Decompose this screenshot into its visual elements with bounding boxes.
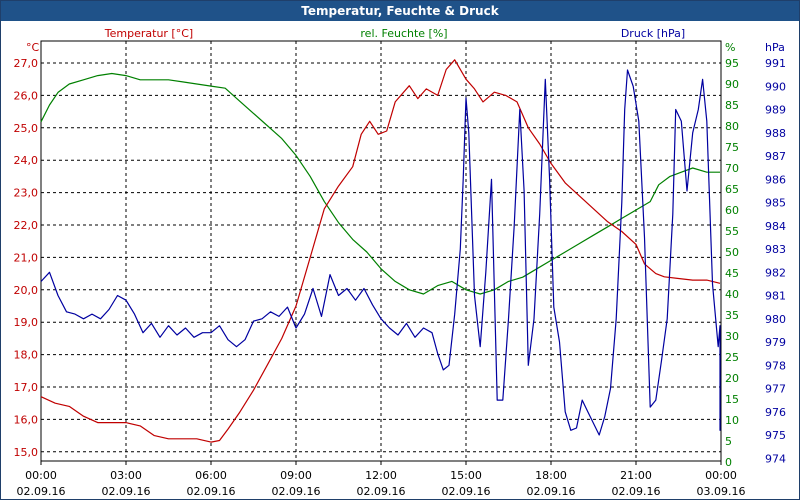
x-tick-date: 02.09.16 [102,485,151,498]
pressure-tick-label: 979 [765,336,786,349]
humidity-tick-label: 80 [725,120,739,133]
humidity-tick-label: 25 [725,351,739,364]
pressure-tick-label: 986 [765,173,786,186]
humidity-tick-label: 5 [725,435,732,448]
temp-tick-label: 18,0 [14,349,39,362]
x-tick-time: 00:00 [25,469,57,482]
humidity-tick-label: 85 [725,99,739,112]
temp-tick-label: 17,0 [14,381,39,394]
humidity-tick-label: 65 [725,183,739,196]
temp-axis-label: Temperatur [°C] [104,27,193,40]
pressure-tick-label: 976 [765,406,786,419]
humidity-tick-label: 15 [725,393,739,406]
pressure-tick-label: 980 [765,313,786,326]
pressure-tick-label: 977 [765,383,786,396]
humidity-tick-label: 20 [725,372,739,385]
x-tick-date: 02.09.16 [442,485,491,498]
pressure-tick-label: 987 [765,150,786,163]
temp-tick-label: 23,0 [14,187,39,200]
x-tick-time: 09:00 [280,469,312,482]
pressure-tick-label: 974 [765,452,786,465]
x-tick-date: 02.09.16 [17,485,66,498]
temp-unit: °C [26,41,40,54]
humidity-tick-label: 35 [725,309,739,322]
humidity-tick-label: 45 [725,267,739,280]
temp-tick-label: 15,0 [14,446,39,459]
x-tick-time: 18:00 [535,469,567,482]
pressure-tick-label: 978 [765,359,786,372]
x-tick-time: 06:00 [195,469,227,482]
x-tick-time: 21:00 [620,469,652,482]
pressure-tick-label: 988 [765,127,786,140]
x-tick-time: 00:00 [705,469,737,482]
temperature-line [40,59,721,443]
humidity-tick-label: 0 [725,456,732,469]
humidity-tick-label: 60 [725,204,739,217]
x-tick-date: 02.09.16 [527,485,576,498]
humidity-tick-label: 75 [725,141,739,154]
pressure-tick-label: 985 [765,197,786,210]
temp-tick-label: 26,0 [14,89,39,102]
x-tick-time: 12:00 [365,469,397,482]
chart-title: Temperatur, Feuchte & Druck [1,1,799,21]
pressure-tick-label: 981 [765,290,786,303]
pressure-tick-label: 983 [765,243,786,256]
humidity-tick-label: 40 [725,288,739,301]
x-tick-time: 15:00 [450,469,482,482]
pressure-tick-label: 991 [765,57,786,70]
x-tick-date: 02.09.16 [272,485,321,498]
pressure-tick-label: 975 [765,429,786,442]
humidity-unit: % [725,41,735,54]
humidity-tick-label: 90 [725,78,739,91]
humidity-tick-label: 55 [725,225,739,238]
temp-tick-label: 20,0 [14,284,39,297]
x-tick-date: 02.09.16 [357,485,406,498]
temp-tick-label: 27,0 [14,57,39,70]
humidity-tick-label: 10 [725,414,739,427]
temp-tick-label: 19,0 [14,316,39,329]
pressure-tick-label: 982 [765,266,786,279]
pressure-tick-label: 990 [765,80,786,93]
humidity-axis-label: rel. Feuchte [%] [360,27,447,40]
x-tick-date: 02.09.16 [187,485,236,498]
temp-tick-label: 24,0 [14,154,39,167]
humidity-tick-label: 50 [725,246,739,259]
humidity-tick-label: 30 [725,330,739,343]
temp-tick-label: 22,0 [14,219,39,232]
pressure-line [40,69,721,436]
temp-tick-label: 16,0 [14,413,39,426]
pressure-tick-label: 984 [765,220,786,233]
humidity-tick-label: 95 [725,57,739,70]
pressure-tick-label: 989 [765,104,786,117]
pressure-unit: hPa [765,41,785,54]
temp-tick-label: 25,0 [14,122,39,135]
humidity-tick-label: 70 [725,162,739,175]
x-tick-time: 03:00 [110,469,142,482]
x-tick-date: 03.09.16 [697,485,746,498]
temp-tick-label: 21,0 [14,251,39,264]
humidity-line [40,72,720,295]
x-tick-date: 02.09.16 [612,485,661,498]
pressure-axis-label: Druck [hPa] [621,27,685,40]
